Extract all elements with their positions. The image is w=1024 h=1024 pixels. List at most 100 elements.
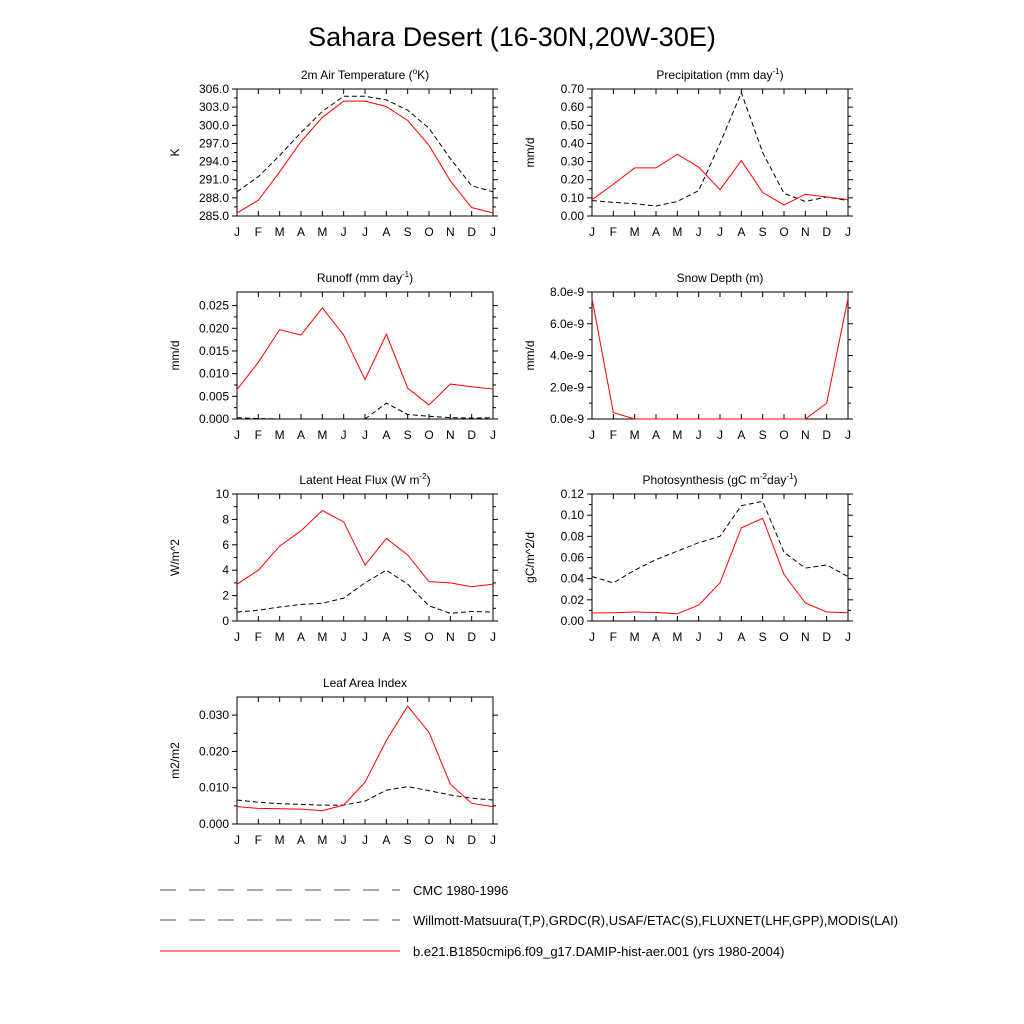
legend-label: Willmott-Matsuura(T,P),GRDC(R),USAF/ETAC…: [413, 913, 898, 928]
x-tick-label: O: [779, 630, 788, 644]
x-tick-label: J: [696, 630, 702, 644]
x-tick-label: F: [255, 428, 262, 442]
y-tick-label: 0.00: [561, 209, 585, 223]
x-tick-label: F: [255, 225, 262, 239]
panel-title: 2m Air Temperature (oK): [301, 67, 429, 82]
y-tick-label: 0.020: [199, 321, 229, 335]
x-tick-label: J: [362, 428, 368, 442]
panel-title: Latent Heat Flux (W m-2): [299, 472, 430, 487]
x-tick-label: A: [382, 630, 390, 644]
panel-title: Leaf Area Index: [323, 676, 407, 690]
panel-1: 2m Air Temperature (oK)J F M A M J J A S O N D J285.…: [168, 67, 498, 239]
x-tick-label: M: [275, 630, 285, 644]
x-tick-label: N: [446, 630, 455, 644]
y-tick-label: 288.0: [199, 191, 229, 205]
x-tick-label: M: [630, 225, 640, 239]
y-tick-label: 0.02: [561, 593, 585, 607]
x-tick-label: J: [490, 630, 496, 644]
panels: 2m Air Temperature (oK)J F M A M J J A S O N D J285.…: [168, 67, 853, 847]
y-tick-label: 0.015: [199, 344, 229, 358]
x-tick-label: S: [759, 428, 767, 442]
x-tick-label: A: [382, 225, 390, 239]
x-tick-label: J: [717, 225, 723, 239]
y-tick-label: 294.0: [199, 155, 229, 169]
y-tick-label: 306.0: [199, 82, 229, 96]
x-tick-label: O: [779, 225, 788, 239]
x-tick-label: A: [297, 833, 305, 847]
x-tick-label: S: [404, 225, 412, 239]
y-tick-label: 291.0: [199, 173, 229, 187]
y-tick-label: 0.025: [199, 299, 229, 313]
solid-series-line: [236, 307, 494, 406]
solid-series-line: [591, 298, 849, 420]
x-tick-label: F: [610, 428, 617, 442]
y-axis-label: gC/m^2/d: [523, 532, 537, 583]
y-tick-label: 10: [216, 487, 230, 501]
plot-frame: [236, 493, 494, 622]
y-tick-label: 297.0: [199, 136, 229, 150]
y-tick-label: 0.030: [199, 708, 229, 722]
x-tick-label: J: [589, 630, 595, 644]
panel-5: Latent Heat Flux (W m-2)J F M A M J J A S O N D J024…: [168, 472, 498, 644]
plot-frame: [236, 88, 494, 217]
y-tick-label: 0.000: [199, 817, 229, 831]
dashed-series-line: [236, 786, 494, 806]
x-tick-label: M: [275, 833, 285, 847]
y-tick-label: 0.12: [561, 487, 585, 501]
legend-label: CMC 1980-1996: [413, 883, 508, 898]
x-tick-label: M: [630, 428, 640, 442]
x-tick-label: M: [672, 428, 682, 442]
y-tick-label: 0.30: [561, 155, 585, 169]
x-tick-label: J: [341, 225, 347, 239]
x-tick-label: M: [672, 225, 682, 239]
x-tick-label: J: [234, 833, 240, 847]
y-axis-label: mm/d: [168, 341, 182, 371]
legend-label: b.e21.B1850cmip6.f09_g17.DAMIP-hist-aer.…: [413, 944, 784, 959]
x-tick-label: A: [652, 630, 660, 644]
panel-title: Photosynthesis (gC m-2day-1): [643, 472, 798, 487]
x-tick-label: J: [234, 428, 240, 442]
y-tick-label: 4: [222, 563, 229, 577]
panel-3: Runoff (mm day-1)J F M A M J J A S O N D J0.0000.005…: [168, 270, 498, 442]
y-tick-label: 0.10: [561, 191, 585, 205]
x-tick-label: O: [424, 833, 433, 847]
x-tick-label: N: [801, 428, 810, 442]
plot-frame: [236, 696, 494, 825]
x-tick-label: J: [589, 428, 595, 442]
x-tick-label: S: [404, 630, 412, 644]
solid-series-line: [236, 509, 494, 588]
x-tick-label: M: [275, 428, 285, 442]
panel-title: Snow Depth (m): [677, 271, 764, 285]
x-tick-label: J: [234, 630, 240, 644]
y-axis-label: mm/d: [523, 341, 537, 371]
panel-4: Snow Depth (m)J F M A M J J A S O N D J0.0e-92.0e-94…: [523, 271, 853, 442]
x-tick-label: D: [467, 630, 476, 644]
x-tick-label: M: [630, 630, 640, 644]
y-tick-label: 0.06: [561, 551, 585, 565]
x-tick-label: O: [424, 630, 433, 644]
x-tick-label: J: [362, 833, 368, 847]
y-axis-label: m2/m2: [168, 742, 182, 779]
x-tick-label: S: [404, 428, 412, 442]
x-tick-label: D: [822, 630, 831, 644]
x-tick-label: N: [446, 833, 455, 847]
panel-2: Precipitation (mm day-1)J F M A M J J A S O N D J0.0…: [523, 67, 853, 239]
x-tick-label: D: [467, 225, 476, 239]
y-tick-label: 0.010: [199, 781, 229, 795]
dashed-series-line: [591, 91, 849, 207]
x-tick-label: A: [297, 225, 305, 239]
y-tick-label: 8.0e-9: [550, 285, 584, 299]
x-tick-label: A: [297, 630, 305, 644]
x-tick-label: O: [424, 225, 433, 239]
y-tick-label: 0.0e-9: [550, 412, 584, 426]
x-tick-label: A: [652, 428, 660, 442]
y-axis-label: mm/d: [523, 138, 537, 168]
y-tick-label: 0.00: [561, 614, 585, 628]
x-tick-label: J: [845, 630, 851, 644]
x-tick-label: F: [610, 630, 617, 644]
x-tick-label: J: [717, 428, 723, 442]
plot-frame: [591, 291, 849, 420]
x-tick-label: M: [317, 833, 327, 847]
y-tick-label: 0.70: [561, 82, 585, 96]
